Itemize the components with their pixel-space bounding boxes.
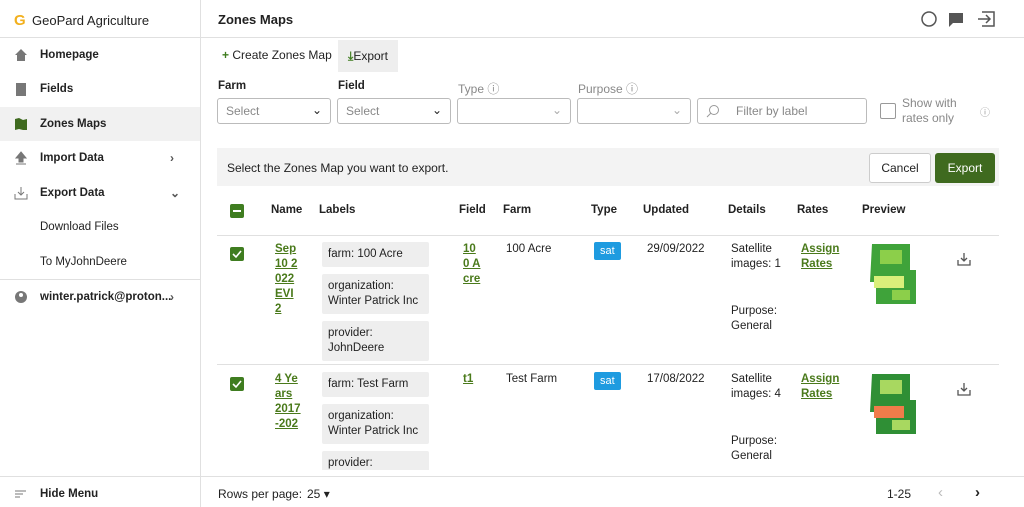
info-icon[interactable]: ⓘ — [980, 108, 990, 119]
label-chip: organization: Winter Patrick Inc — [322, 274, 429, 314]
nav-label: Zones Maps — [40, 118, 107, 130]
page-title: Zones Maps — [218, 12, 294, 27]
field-select[interactable]: Select ⌄ — [337, 98, 451, 124]
rates-label: Show with rates only — [902, 96, 957, 125]
rows-value: 25 — [307, 487, 321, 501]
label-chip: provider: JohnDeere — [322, 451, 429, 470]
column-header: Field — [459, 204, 486, 216]
hide-label: Hide Menu — [40, 488, 99, 500]
filter-label: Purpose ⓘ — [578, 82, 639, 96]
column-header: Labels — [319, 204, 356, 216]
brand: GeoPard Agriculture — [32, 13, 150, 28]
assign-rates[interactable]: Assign Rates — [801, 243, 840, 270]
type-label: Type — [458, 82, 485, 96]
nav-item[interactable]: Export Data ⌄ — [0, 176, 200, 210]
nav-label: Fields — [40, 83, 74, 95]
column-header: Name — [271, 204, 303, 216]
farm: 100 Acre — [506, 243, 552, 255]
purpose: Purpose: General — [731, 305, 778, 332]
nav-item[interactable]: Zones Maps — [0, 107, 200, 141]
create-label: Create Zones Map — [232, 48, 332, 62]
column-header: Rates — [797, 204, 829, 216]
next-page[interactable]: › — [975, 484, 980, 501]
download-icon[interactable] — [957, 252, 971, 269]
column-header: Farm — [503, 204, 532, 216]
assign-rates[interactable]: Assign Rates — [801, 373, 840, 400]
logo: G — [14, 12, 26, 29]
purpose: Purpose: General — [731, 435, 778, 462]
type-badge: sat — [594, 242, 621, 260]
export-banner: Select the Zones Map you want to export.… — [217, 148, 999, 186]
rows-per-page: Rows per page: — [218, 487, 303, 501]
nav-item[interactable]: Fields — [0, 72, 200, 106]
header-icons[interactable] — [920, 10, 1010, 30]
zone-name[interactable]: Sep 10 2022 EVI 2 — [275, 243, 298, 315]
label-chip: organization: Winter Patrick Inc — [322, 404, 429, 444]
zone-name[interactable]: 4 Years 2017-202 — [275, 373, 301, 430]
farm-select[interactable]: Select ⌄ — [217, 98, 331, 124]
download-icon[interactable] — [957, 382, 971, 399]
placeholder: Select — [346, 104, 380, 118]
label-chip: provider: JohnDeere — [322, 321, 429, 361]
user-menu[interactable]: winter.patrick@proton... › — [0, 280, 200, 314]
sub-item[interactable]: To MyJohnDeere — [40, 256, 127, 268]
field-link[interactable]: t1 — [463, 373, 474, 385]
row-checkbox[interactable] — [230, 377, 244, 391]
updated: 17/08/2022 — [647, 373, 705, 385]
cancel-button[interactable]: Cancel — [869, 153, 931, 183]
nav-label: Homepage — [40, 49, 99, 61]
user-label: winter.patrick@proton... — [40, 291, 172, 303]
rows-select[interactable]: 25 ▾ — [307, 487, 330, 501]
page-range: 1-25 — [887, 487, 912, 501]
create-button[interactable]: + Create Zones Map — [222, 48, 332, 62]
sidebar: G GeoPard Agriculture Homepage Fields Zo… — [0, 0, 201, 507]
purpose-select[interactable]: ⌄ — [577, 98, 691, 124]
select-all[interactable] — [230, 204, 244, 218]
updated: 29/09/2022 — [647, 243, 705, 255]
column-header: Updated — [643, 204, 689, 216]
export-confirm[interactable]: Export — [935, 153, 995, 183]
prev-page[interactable]: ‹ — [938, 484, 943, 501]
label-search[interactable]: Filter by label — [697, 98, 867, 124]
purpose-label: Purpose — [578, 82, 623, 96]
preview[interactable] — [866, 372, 928, 437]
filter-label: Farm — [218, 80, 247, 92]
rates-checkbox[interactable] — [880, 103, 896, 119]
column-header: Type — [591, 204, 617, 216]
placeholder: Filter by label — [736, 104, 808, 118]
label-chip: farm: Test Farm — [322, 372, 429, 397]
field-link[interactable]: 100 Acre — [463, 243, 481, 285]
column-header: Details — [728, 204, 766, 216]
export-label: Export — [353, 49, 388, 63]
type-badge: sat — [594, 372, 621, 390]
row-divider — [217, 364, 999, 365]
type-select[interactable]: ⌄ — [457, 98, 571, 124]
details: Satellite images: 1 — [731, 243, 781, 270]
sub-item[interactable]: Download Files — [40, 221, 119, 233]
labels: farm: 100 Acre organization: Winter Patri… — [322, 242, 429, 367]
row-checkbox[interactable] — [230, 247, 244, 261]
nav-item[interactable]: Homepage — [0, 38, 200, 72]
details: Satellite images: 4 — [731, 373, 781, 400]
column-header: Preview — [862, 204, 906, 216]
labels: farm: Test Farm organization: Winter Patr… — [322, 372, 429, 470]
export-button[interactable]: ⤓Export — [338, 40, 398, 72]
farm: Test Farm — [506, 373, 558, 385]
nav-label: Export Data — [40, 187, 105, 199]
hide-menu[interactable]: Hide Menu — [0, 477, 200, 507]
nav-label: Import Data — [40, 152, 104, 164]
filter-label: Type ⓘ — [458, 82, 500, 96]
banner-text: Select the Zones Map you want to export. — [227, 161, 449, 175]
label-chip: farm: 100 Acre — [322, 242, 429, 267]
placeholder: Select — [226, 104, 260, 118]
filter-label: Field — [338, 80, 365, 92]
preview[interactable] — [866, 242, 928, 307]
nav-item[interactable]: Import Data › — [0, 141, 200, 175]
